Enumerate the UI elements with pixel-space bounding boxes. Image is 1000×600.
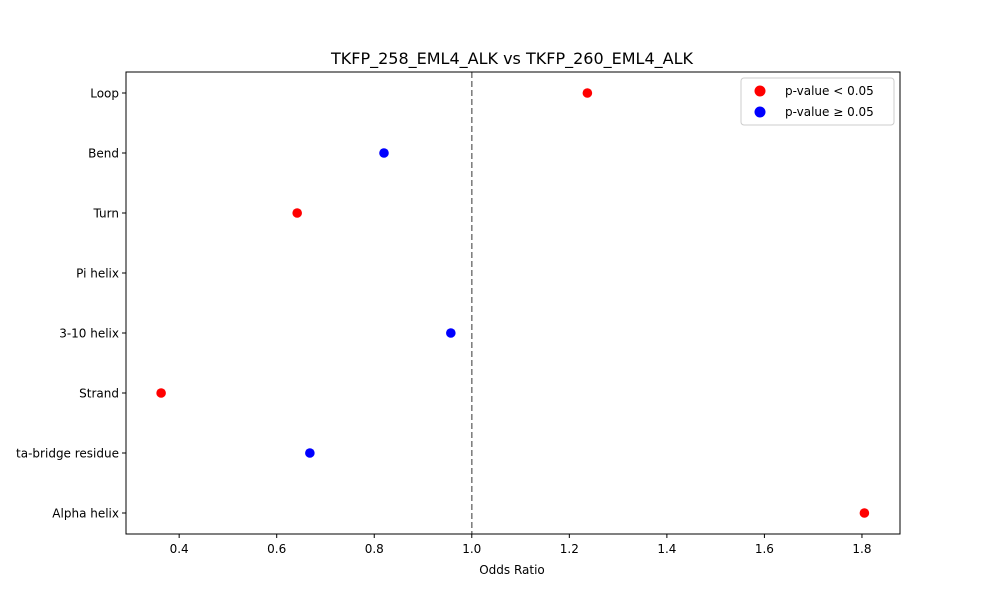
x-tick-label: 1.0 (462, 542, 481, 556)
x-tick-label: 1.2 (560, 542, 579, 556)
legend-label-not-significant: p-value ≥ 0.05 (785, 105, 874, 119)
y-tick-label: Bend (88, 147, 119, 161)
x-tick-label: 0.8 (365, 542, 384, 556)
y-tick-label: Loop (90, 87, 119, 101)
y-axis-ticks: Loop Bend Turn Pi helix 3-10 helix Strand ta-b… (16, 87, 126, 521)
legend: p-value < 0.05 p-value ≥ 0.05 (740, 77, 895, 126)
axes-frame (125, 71, 901, 535)
data-point (582, 88, 593, 98)
data-point (859, 508, 870, 518)
x-tick-label: 1.4 (657, 542, 676, 556)
y-tick-label: Turn (93, 207, 119, 221)
y-tick-label: ta-bridge residue (16, 447, 119, 461)
chart-title: TKFP_258_EML4_ALK vs TKFP_260_EML4_ALK (330, 49, 694, 69)
y-tick-label: Pi helix (76, 267, 119, 281)
legend-label-significant: p-value < 0.05 (785, 84, 874, 98)
legend-marker-not-significant (754, 106, 766, 118)
y-tick-label: Alpha helix (52, 507, 119, 521)
data-point (379, 148, 389, 158)
data-point (292, 208, 302, 218)
x-axis-ticks: 0.4 0.6 0.8 1.0 1.2 1.4 1.6 1.8 (170, 534, 872, 556)
legend-marker-significant (754, 85, 766, 97)
y-tick-label: Strand (79, 387, 119, 401)
data-point (156, 388, 166, 398)
plot-area (156, 72, 870, 534)
data-point (305, 448, 315, 458)
x-tick-label: 0.6 (267, 542, 286, 556)
x-tick-label: 1.8 (852, 542, 871, 556)
y-tick-label: 3-10 helix (59, 327, 119, 341)
legend-frame (740, 77, 895, 126)
x-tick-label: 0.4 (170, 542, 189, 556)
x-axis-label: Odds Ratio (479, 563, 545, 577)
x-tick-label: 1.6 (755, 542, 774, 556)
data-point (446, 328, 456, 338)
